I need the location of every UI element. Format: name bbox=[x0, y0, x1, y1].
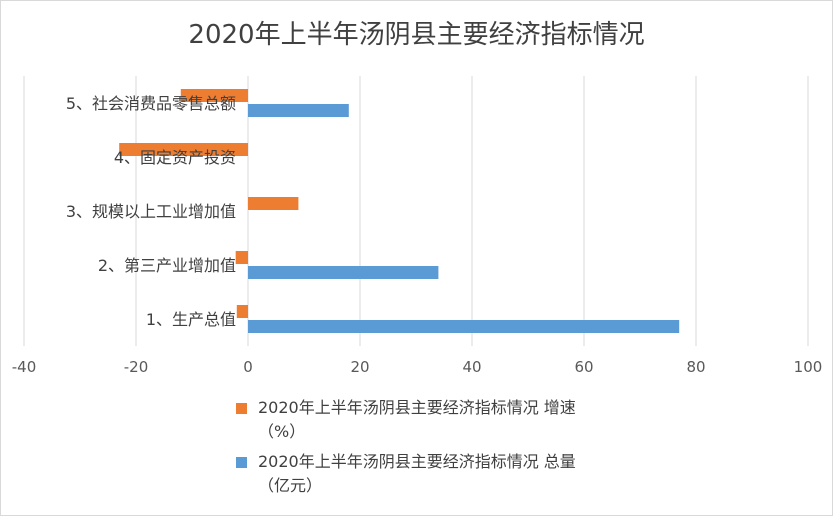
category-label: 4、固定资产投资 bbox=[114, 148, 236, 167]
legend-label-growth-line2: （%） bbox=[258, 422, 306, 441]
legend-label-growth-line1: 2020年上半年汤阴县主要经济指标情况 增速 bbox=[258, 398, 576, 417]
category-label: 5、社会消费品零售总额 bbox=[66, 94, 236, 113]
x-tick-label: -40 bbox=[12, 358, 37, 376]
x-tick-label: 80 bbox=[686, 358, 705, 376]
bar-growth bbox=[236, 305, 248, 318]
bar-growth bbox=[235, 251, 248, 264]
legend-label-total-line2: （亿元） bbox=[258, 476, 323, 495]
category-label: 2、第三产业增加值 bbox=[98, 256, 236, 275]
legend-item-growth: 2020年上半年汤阴县主要经济指标情况 增速 （%） bbox=[236, 396, 576, 444]
x-tick-label: -20 bbox=[124, 358, 149, 376]
category-label: 1、生产总值 bbox=[146, 310, 236, 329]
legend-item-total: 2020年上半年汤阴县主要经济指标情况 总量 （亿元） bbox=[236, 450, 576, 498]
legend-swatch-total bbox=[236, 457, 247, 468]
x-tick-label: 60 bbox=[574, 358, 593, 376]
bar-total bbox=[248, 104, 349, 117]
bar-total bbox=[248, 266, 439, 279]
bar-growth bbox=[248, 197, 299, 210]
legend-swatch-growth bbox=[236, 403, 247, 414]
bar-total bbox=[248, 320, 680, 333]
category-label: 3、规模以上工业增加值 bbox=[66, 202, 236, 221]
x-tick-label: 40 bbox=[462, 358, 481, 376]
x-tick-label: 0 bbox=[243, 358, 253, 376]
bar-growth bbox=[180, 89, 248, 102]
x-tick-label: 100 bbox=[794, 358, 823, 376]
bar-growth bbox=[119, 143, 248, 156]
chart-title: 2020年上半年汤阴县主要经济指标情况 bbox=[188, 20, 645, 50]
legend-label-total-line1: 2020年上半年汤阴县主要经济指标情况 总量 bbox=[258, 452, 576, 471]
legend: 2020年上半年汤阴县主要经济指标情况 增速 （%） 2020年上半年汤阴县主要… bbox=[236, 396, 576, 504]
x-tick-label: 20 bbox=[350, 358, 369, 376]
